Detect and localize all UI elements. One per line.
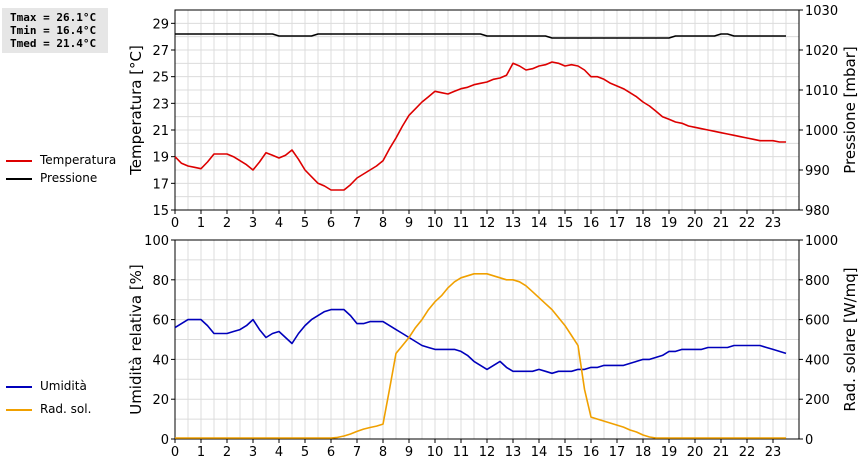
chart1-ylabel-left: Temperatura [°C] [127, 45, 145, 176]
chart1-xtick-label: 22 [739, 216, 756, 231]
tmin-label: Tmin = 16.4°C [10, 24, 97, 37]
chart2-xtick-label: 1 [197, 445, 205, 460]
chart1-xtick-label: 1 [197, 216, 205, 231]
chart1-xtick-label: 10 [427, 216, 444, 231]
chart2-xtick-label: 13 [505, 445, 522, 460]
chart2-xtick-label: 22 [739, 445, 756, 460]
chart2-xtick-label: 17 [609, 445, 626, 460]
legend-radiation-swatch [6, 408, 32, 411]
chart1-ytick-right-label: 1010 [805, 84, 838, 99]
chart1-xtick-label: 21 [713, 216, 730, 231]
legend-temperature: Temperatura [6, 153, 116, 167]
chart1-ytick-left-label: 21 [152, 124, 169, 139]
chart1-xtick-label: 13 [505, 216, 522, 231]
chart2-ytick-left-label: 40 [152, 353, 169, 368]
chart1-ytick-right-label: 990 [805, 164, 830, 179]
chart1-ytick-left-label: 17 [152, 177, 169, 192]
chart1-ylabel-right: Pressione [mbar] [841, 46, 859, 174]
chart1-ytick-left-label: 29 [152, 17, 169, 32]
legend-radiation-label: Rad. sol. [40, 402, 92, 416]
chart1-ytick-right-label: 980 [805, 204, 830, 219]
chart2-ylabel-left: Umidità relativa [%] [127, 264, 145, 415]
chart1-ytick-left-label: 19 [152, 151, 169, 166]
chart2-xtick-label: 4 [275, 445, 283, 460]
chart2-ytick-left-label: 0 [161, 433, 169, 448]
chart2-xtick-label: 11 [453, 445, 470, 460]
chart2-xtick-label: 15 [557, 445, 574, 460]
chart1-ytick-left-label: 15 [152, 204, 169, 219]
chart2-xtick-label: 20 [687, 445, 704, 460]
chart1-xtick-label: 0 [171, 216, 179, 231]
chart1-xtick-label: 2 [223, 216, 231, 231]
chart1-xtick-label: 5 [301, 216, 309, 231]
chart1-xtick-label: 12 [479, 216, 496, 231]
chart2-ytick-left-label: 80 [152, 274, 169, 289]
chart2-xtick-label: 18 [635, 445, 652, 460]
chart2-xtick-label: 0 [171, 445, 179, 460]
chart2-xtick-label: 8 [379, 445, 387, 460]
chart2-ytick-left-label: 20 [152, 393, 169, 408]
chart1-ytick-right-label: 1020 [805, 44, 838, 59]
legend-pressure-swatch [6, 177, 32, 180]
chart1-xtick-label: 23 [765, 216, 782, 231]
chart1-xtick-label: 6 [327, 216, 335, 231]
chart2-ytick-right-label: 200 [805, 393, 830, 408]
chart1-ytick-right-label: 1030 [805, 4, 838, 19]
chart2-xtick-label: 5 [301, 445, 309, 460]
chart2-ytick-left-label: 60 [152, 314, 169, 329]
chart1-xtick-label: 8 [379, 216, 387, 231]
chart2-xtick-label: 9 [405, 445, 413, 460]
chart1-xtick-label: 4 [275, 216, 283, 231]
chart2-xtick-label: 14 [531, 445, 548, 460]
chart2-ytick-right-label: 0 [805, 433, 813, 448]
chart1-ytick-left-label: 23 [152, 97, 169, 112]
chart1-xtick-label: 14 [531, 216, 548, 231]
chart1-xtick-label: 3 [249, 216, 257, 231]
chart2-ytick-right-label: 800 [805, 274, 830, 289]
chart2-xtick-label: 10 [427, 445, 444, 460]
chart2-xtick-label: 6 [327, 445, 335, 460]
chart1-series-2-line [175, 33, 786, 39]
chart1-xtick-label: 9 [405, 216, 413, 231]
legend-humidity: Umidità [6, 379, 87, 393]
chart1-xtick-label: 15 [557, 216, 574, 231]
chart2-ylabel-right: Rad. solare [W/mq] [841, 267, 859, 411]
tmed-label: Tmed = 21.4°C [10, 37, 97, 50]
chart1-xtick-label: 19 [661, 216, 678, 231]
chart2-ytick-left-label: 100 [144, 234, 169, 249]
legend-humidity-swatch [6, 385, 32, 388]
chart2-xtick-label: 19 [661, 445, 678, 460]
chart1-xtick-label: 7 [353, 216, 361, 231]
legend-radiation: Rad. sol. [6, 402, 91, 416]
chart2-xtick-label: 16 [583, 445, 600, 460]
chart1-ytick-left-label: 25 [152, 71, 169, 86]
legend-humidity-label: Umidità [40, 379, 87, 393]
tmax-label: Tmax = 26.1°C [10, 11, 97, 24]
legend-temperature-label: Temperatura [40, 153, 117, 167]
legend-pressure: Pressione [6, 171, 97, 185]
chart2-xtick-label: 3 [249, 445, 257, 460]
chart2-xtick-label: 7 [353, 445, 361, 460]
chart2-ytick-right-label: 600 [805, 314, 830, 329]
chart1-xtick-label: 18 [635, 216, 652, 231]
legend-temperature-swatch [6, 159, 32, 162]
stats-box: Tmax = 26.1°C Tmin = 16.4°C Tmed = 21.4°… [2, 8, 108, 53]
chart2-xtick-label: 23 [765, 445, 782, 460]
chart1-ytick-left-label: 27 [152, 44, 169, 59]
chart2-xtick-label: 12 [479, 445, 496, 460]
chart2-xtick-label: 21 [713, 445, 730, 460]
chart2-xtick-label: 2 [223, 445, 231, 460]
legend-pressure-label: Pressione [40, 171, 98, 185]
chart1-xtick-label: 20 [687, 216, 704, 231]
chart1-series-1-line [174, 61, 786, 191]
chart2-series-1-line [174, 308, 787, 375]
chart2-ytick-right-label: 400 [805, 353, 830, 368]
chart1-xtick-label: 16 [583, 216, 600, 231]
chart1-xtick-label: 17 [609, 216, 626, 231]
chart1-xtick-label: 11 [453, 216, 470, 231]
chart1-ytick-right-label: 1000 [805, 124, 838, 139]
chart2-series-2-line [175, 272, 786, 439]
chart2-ytick-right-label: 1000 [805, 234, 838, 249]
